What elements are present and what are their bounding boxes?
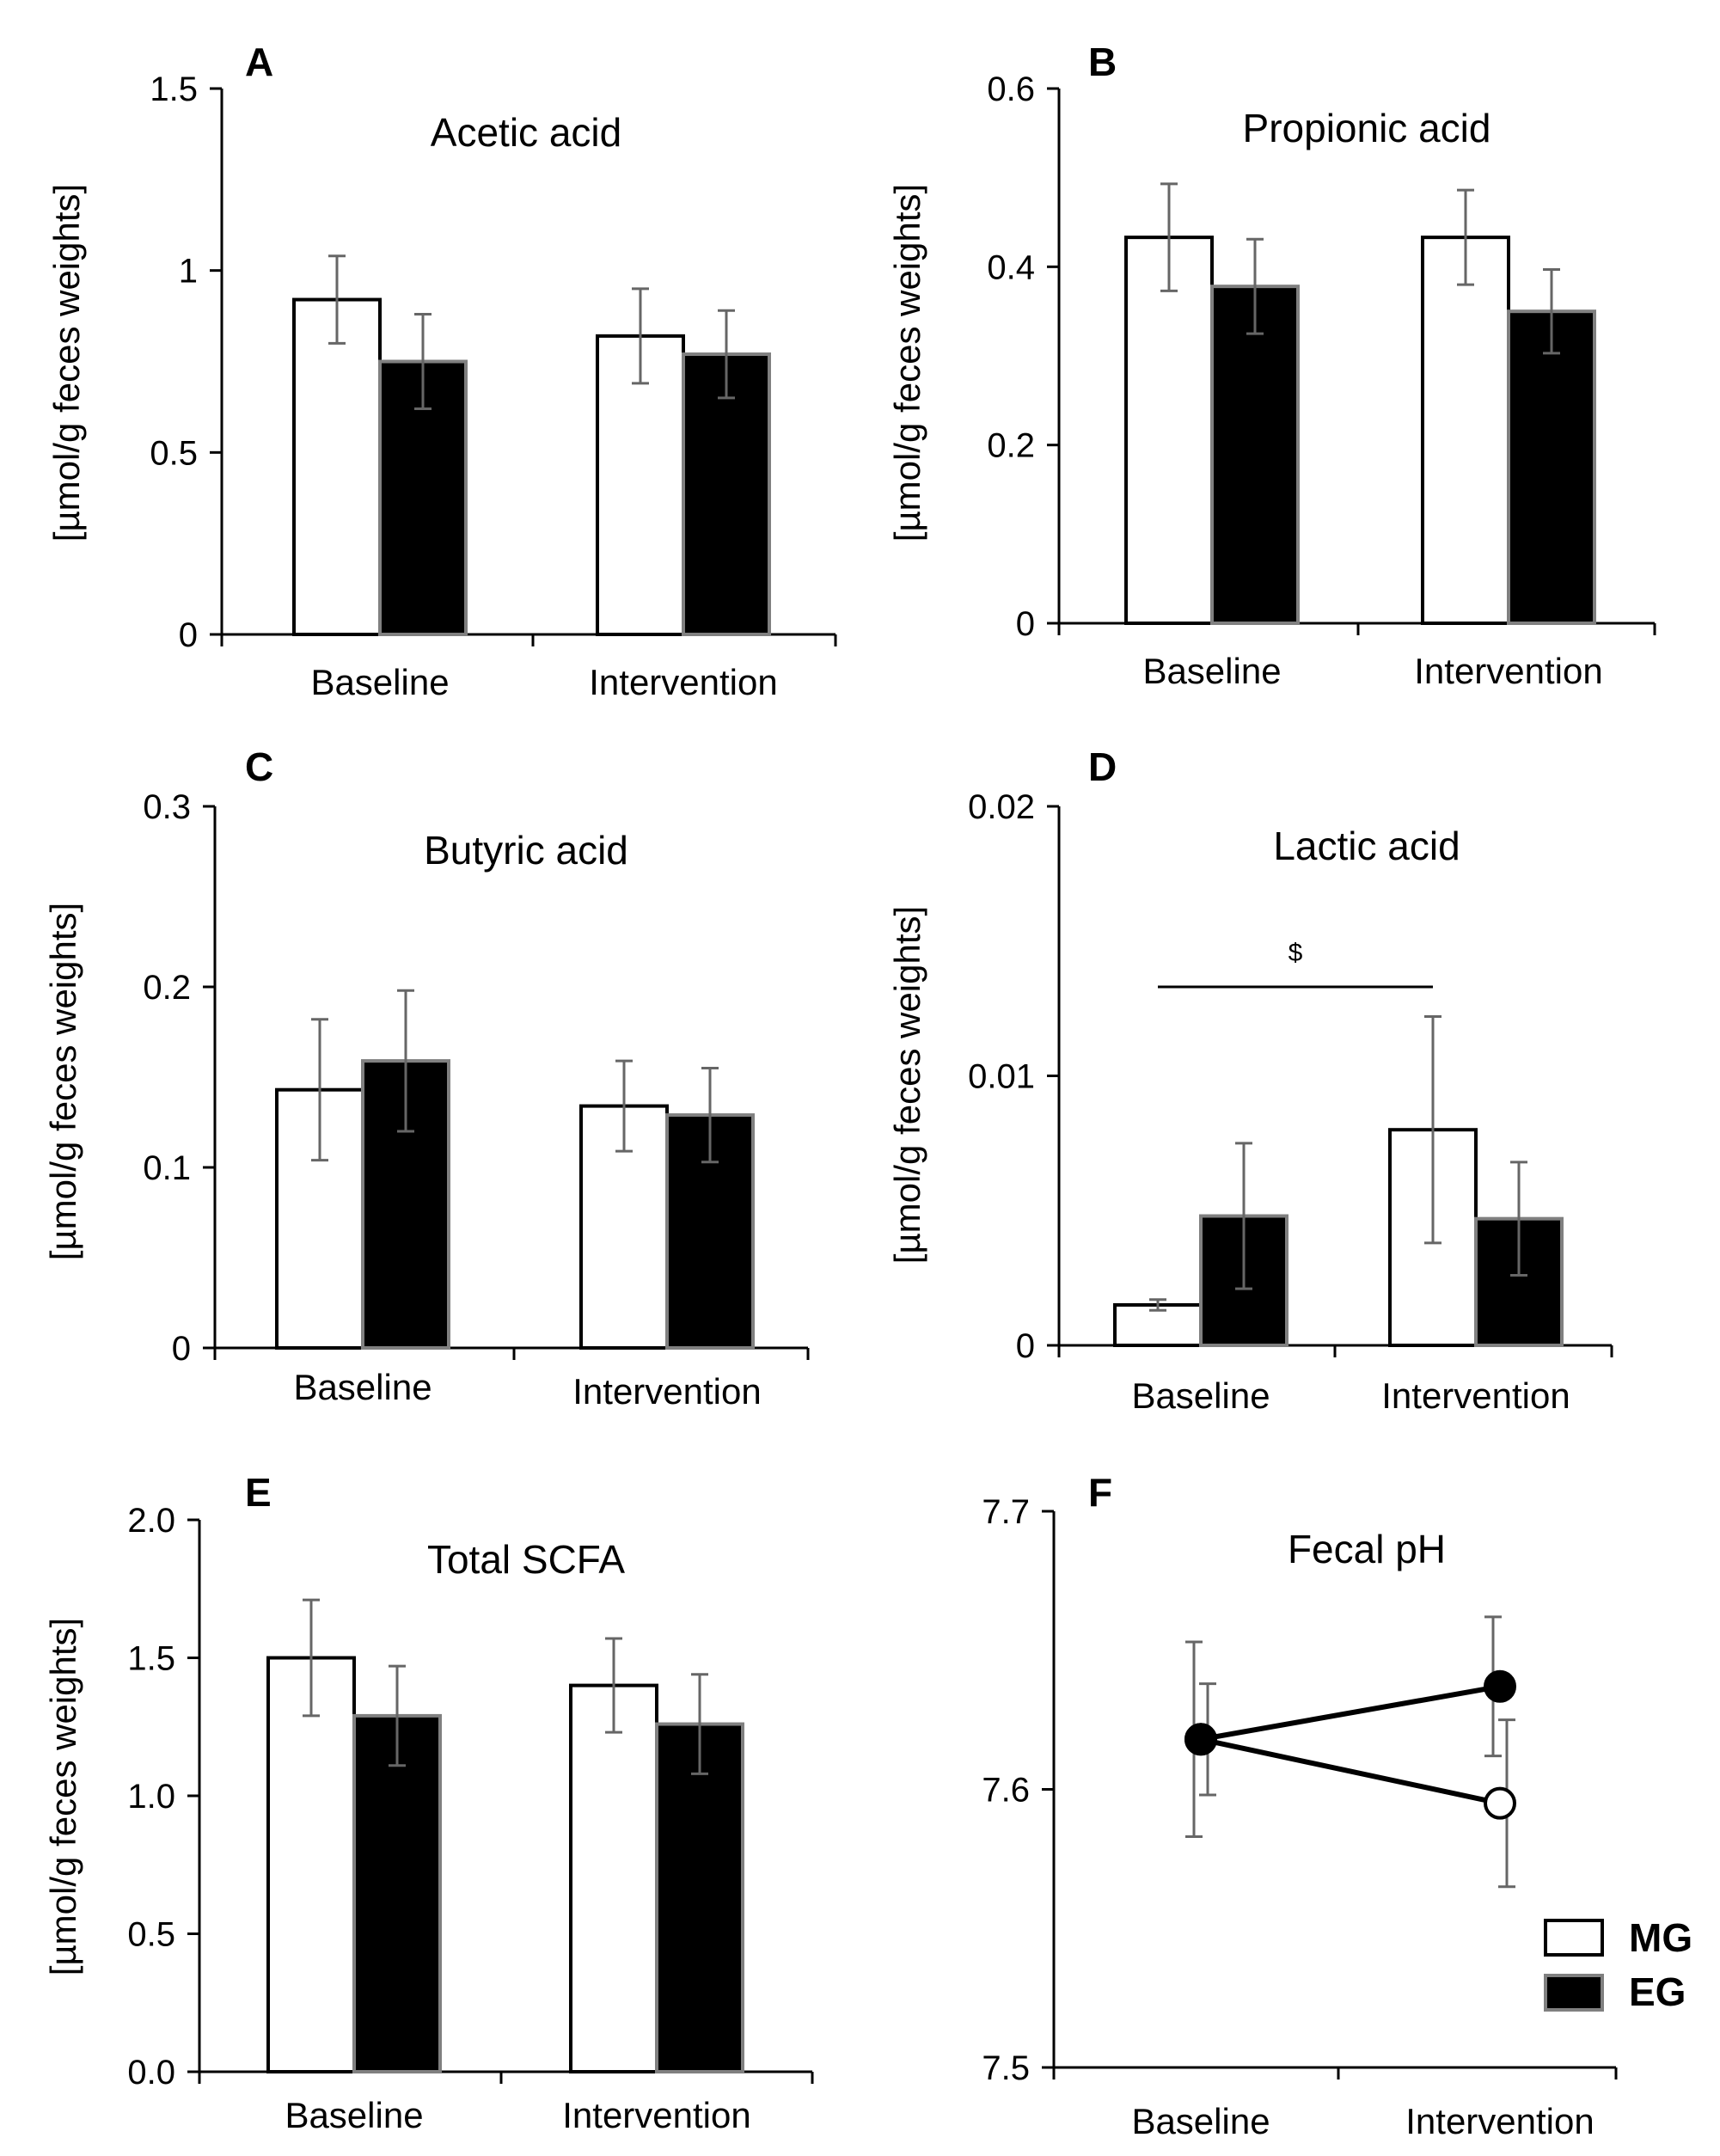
category-label-intervention: Intervention [572,1371,761,1412]
category-label-baseline: Baseline [1131,2101,1270,2141]
panel-title: Propionic acid [1243,106,1491,150]
legend-swatch-mg [1544,1919,1604,1957]
panel-title: Butyric acid [424,828,628,873]
y-tick-label: 7.7 [982,1493,1030,1531]
point-eg-intervention [1484,1669,1516,1703]
series-line-mg [1200,1736,1501,1806]
category-label-intervention: Intervention [589,662,777,702]
panel-title: Acetic acid [431,110,621,155]
category-label-intervention: Intervention [1405,2101,1594,2141]
bar-mg-baseline [292,297,382,636]
y-tick-label: 2.0 [127,1502,175,1540]
category-label-baseline: Baseline [293,1367,432,1407]
bar-mg-intervention [596,334,685,636]
bar-mg-intervention [1421,236,1510,625]
y-tick-label: 7.6 [982,1772,1030,1810]
point-eg-baseline [1184,1723,1217,1756]
panel-letter: C [245,744,273,789]
y-tick-label: 1.0 [127,1778,175,1816]
legend-swatch-eg [1544,1974,1604,2012]
panel-letter: E [245,1470,272,1515]
panel-e-total-scfa: E Total SCFA [µmol/g feces weights] Base… [43,1470,814,2135]
y-axis-label: [µmol/g feces weights] [46,184,87,542]
y-axis-label: [µmol/g feces weights] [43,1618,83,1975]
category-label-baseline: Baseline [1142,651,1281,691]
y-axis-label: [µmol/g feces weights] [887,184,927,542]
panel-b-propionic-acid: B Propionic acid [µmol/g feces weights] … [887,40,1656,691]
category-label-intervention: Intervention [1414,651,1602,691]
panel-a-acetic-acid: A Acetic acid [µmol/g feces weights] Bas… [46,40,837,702]
y-tick-label: 0.02 [968,788,1035,826]
y-tick-label: 0.0 [127,2054,175,2092]
panel-title: Fecal pH [1288,1527,1446,1571]
y-tick-label: 0.4 [987,248,1035,286]
category-label-baseline: Baseline [285,2095,423,2135]
y-axis-label: [µmol/g feces weights] [43,903,83,1260]
y-tick-label: 0.3 [143,788,191,826]
category-label-intervention: Intervention [1381,1375,1570,1416]
panel-c-butyric-acid: C Butyric acid [µmol/g feces weights] Ba… [43,744,810,1412]
legend-label-mg: MG [1629,1915,1692,1960]
y-tick-label: 0 [179,616,198,654]
panel-d-lactic-acid: D Lactic acid [µmol/g feces weights] Bas… [887,744,1613,1416]
y-tick-label: 0.5 [127,1916,175,1954]
panel-f-fecal-ph: F Fecal pH Baseline Intervention 7.5 7.6 7… [982,1470,1618,2141]
panel-letter: D [1088,744,1117,789]
y-tick-label: 0.1 [143,1149,191,1187]
y-tick-label: 0.5 [150,434,198,472]
series-line-eg [1200,1683,1501,1743]
bar-eg-baseline [352,1713,442,2074]
y-tick-label: 0 [172,1330,191,1368]
y-tick-label: 0 [1016,1327,1035,1365]
bar-mg-baseline [266,1656,356,2073]
y-tick-label: 0.6 [987,70,1035,108]
y-tick-label: 1.5 [150,70,198,108]
y-tick-label: 0.2 [143,969,191,1007]
y-tick-label: 0 [1016,605,1035,643]
y-axis-label: [µmol/g feces weights] [887,906,927,1264]
bar-mg-intervention [569,1683,658,2073]
y-tick-label: 1.5 [127,1640,175,1678]
bar-mg-baseline [1124,236,1214,625]
significance-marker: $ [1288,939,1303,967]
legend-label-eg: EG [1629,1969,1686,2014]
panel-letter: F [1088,1470,1112,1515]
category-label-intervention: Intervention [562,2095,750,2135]
category-label-baseline: Baseline [1131,1375,1270,1416]
y-tick-label: 0.01 [968,1058,1035,1096]
legend: MG EG [1544,1915,1692,2014]
panel-title: Total SCFA [427,1537,625,1582]
y-tick-label: 7.5 [982,2049,1030,2087]
point-mg-intervention [1484,1786,1516,1820]
bar-eg-intervention [655,1722,744,2074]
panel-title: Lactic acid [1273,824,1460,868]
category-label-baseline: Baseline [310,662,449,702]
y-tick-label: 1 [179,253,198,291]
y-tick-label: 0.2 [987,427,1035,465]
bar-eg-intervention [1507,309,1596,625]
panel-letter: B [1088,40,1117,84]
bar-eg-baseline [1210,285,1300,625]
panel-letter: A [245,40,273,84]
